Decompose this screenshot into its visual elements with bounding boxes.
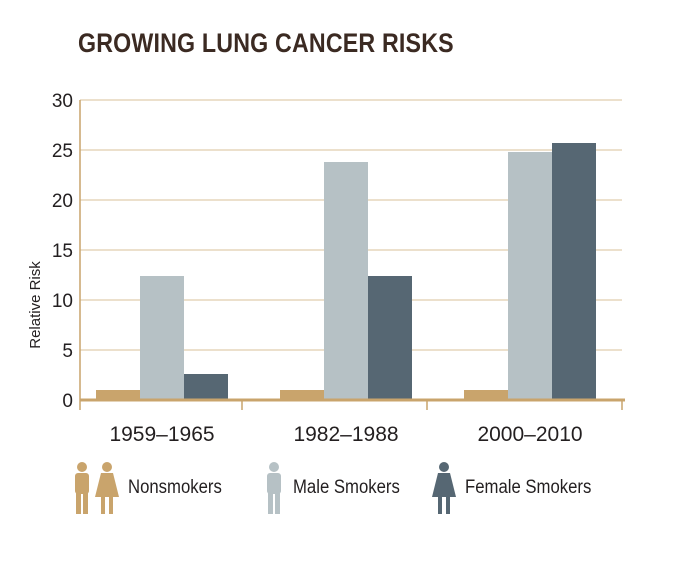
bar [368,276,412,400]
man-and-woman-icon [75,462,119,514]
x-tick-label: 1959–1965 [109,423,214,446]
y-axis-label: Relative Risk [27,261,44,349]
y-tick-label: 25 [52,141,73,162]
bar [184,374,228,400]
bar [552,143,596,400]
y-tick-label: 15 [52,241,73,262]
bar [140,276,184,400]
y-tick-label: 0 [62,391,73,412]
legend-label-male-smokers: Male Smokers [293,477,400,498]
x-tick-label: 1982–1988 [293,423,398,446]
legend-item-female-smokers: Female Smokers [431,460,609,516]
y-tick-label: 5 [62,341,73,362]
bar-chart: 0 5 10 15 20 25 30 Relative Risk 1959–1965 1982–1… [27,91,625,446]
chart-title: GROWING LUNG CANCER RISKS [78,28,454,58]
legend: Nonsmokers Male Smokers Female Smokers [0,455,685,525]
legend-item-male-smokers: Male Smokers [263,460,414,516]
legend-label-nonsmokers: Nonsmokers [128,477,222,498]
bar [464,390,508,400]
bar [96,390,140,400]
bar [508,152,552,400]
legend-label-female-smokers: Female Smokers [465,477,592,498]
bar [280,390,324,400]
y-tick-label: 30 [52,91,73,112]
woman-icon [432,462,456,514]
x-tick-label: 2000–2010 [477,423,582,446]
y-tick-label: 10 [52,291,73,312]
y-tick-label: 20 [52,191,73,212]
bar [324,162,368,400]
legend-item-nonsmokers: Nonsmokers [72,460,235,516]
man-icon [267,462,281,514]
